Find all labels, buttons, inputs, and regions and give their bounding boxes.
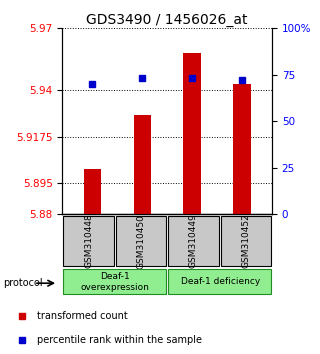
Text: transformed count: transformed count	[37, 311, 127, 321]
Text: GSM310449: GSM310449	[189, 214, 198, 268]
Bar	[183, 53, 201, 214]
Text: GSM310452: GSM310452	[241, 214, 250, 268]
Text: protocol: protocol	[3, 278, 43, 288]
Title: GDS3490 / 1456026_at: GDS3490 / 1456026_at	[86, 13, 248, 27]
Bar	[221, 216, 271, 266]
Bar	[233, 84, 251, 214]
Text: Deaf-1 deficiency: Deaf-1 deficiency	[181, 277, 260, 286]
Text: percentile rank within the sample: percentile rank within the sample	[37, 335, 202, 346]
Bar	[116, 216, 166, 266]
Bar	[84, 169, 101, 214]
Bar	[168, 216, 219, 266]
Bar	[133, 115, 151, 214]
Text: Deaf-1
overexpression: Deaf-1 overexpression	[80, 272, 149, 292]
Bar	[168, 269, 270, 294]
Text: GSM310448: GSM310448	[84, 214, 93, 268]
Bar	[63, 269, 166, 294]
Text: GSM310450: GSM310450	[137, 213, 146, 269]
Bar	[63, 216, 114, 266]
